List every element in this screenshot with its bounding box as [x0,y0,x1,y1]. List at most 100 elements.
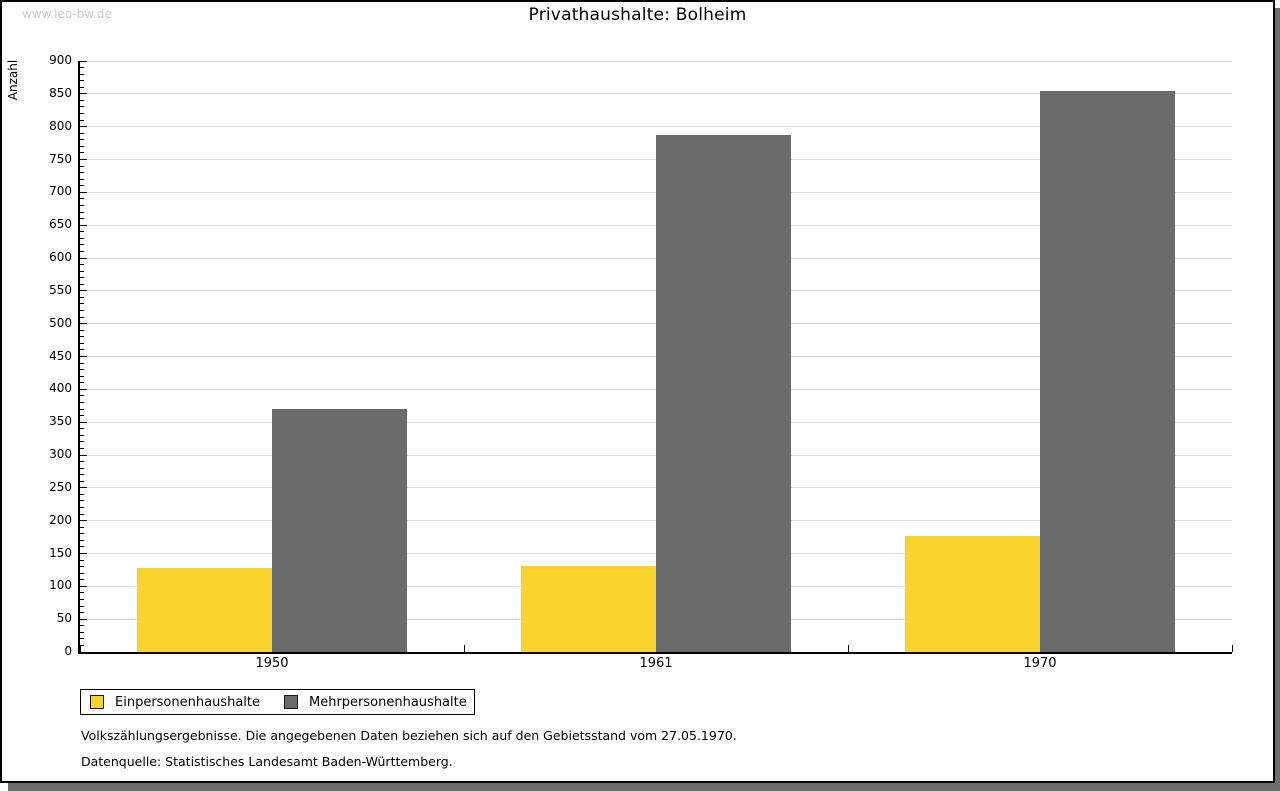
y-axis-minor-tick [80,231,84,233]
chart-title: Privathaushalte: Bolheim [528,5,747,25]
y-axis-minor-tick [80,526,84,528]
y-tick-label: 350 [49,414,72,429]
y-axis-minor-tick [80,86,84,88]
y-axis-minor-tick [80,277,84,279]
y-axis-minor-tick [80,493,84,495]
y-axis-minor-tick [80,638,84,640]
y-axis-major-tick [80,356,87,357]
plot-area: 0 50 100 150 200 250 300 350 400 450 500 550 600 650 7… [49,53,1233,671]
bar-einpersonenhaushalte [905,536,1040,652]
y-axis-major-tick [80,159,87,160]
x-tick-label: 1961 [639,656,673,671]
x-axis-tick [79,645,81,652]
y-axis-minor-tick [80,67,84,69]
y-axis-minor-tick [80,303,84,305]
y-axis-minor-tick [80,329,84,331]
y-axis-minor-tick [80,546,84,548]
legend: Einpersonenhaushalte Mehrpersonenhaushalt… [80,689,475,715]
y-axis-major-tick [80,651,87,653]
y-axis-minor-tick [80,106,84,108]
y-axis-minor-tick [80,119,84,121]
y-axis-line [78,61,80,654]
y-axis-minor-tick [80,362,84,364]
x-tick-label: 1970 [1023,656,1057,671]
y-axis-major-tick [80,323,87,325]
y-axis-minor-tick [80,132,84,134]
y-axis-minor-tick [80,474,84,476]
y-tick-label: 200 [49,512,72,527]
y-tick-label: 650 [49,217,72,232]
legend-swatch [90,695,104,709]
y-axis-major-tick [80,388,87,390]
y-tick-label: 850 [49,85,72,100]
y-axis-minor-tick [80,612,84,614]
y-axis-minor-tick [80,244,84,246]
y-axis-major-tick [80,454,87,456]
y-axis-minor-tick [80,395,84,397]
y-tick-label: 250 [49,479,72,494]
y-tick-label: 400 [49,381,72,396]
y-axis-minor-tick [80,507,84,509]
x-axis-line [78,652,1232,654]
y-axis-minor-tick [80,145,84,147]
y-axis-minor-tick [80,533,84,535]
legend-item: Einpersonenhaushalte [90,695,260,710]
y-axis-major-tick [80,290,87,292]
y-axis-minor-tick [80,211,84,213]
y-axis-minor-tick [80,80,84,82]
y-tick-label: 900 [49,53,72,67]
y-axis-major-tick [80,553,87,554]
y-axis-minor-tick [80,401,84,403]
y-axis-minor-tick [80,99,84,101]
legend-label: Einpersonenhaushalte [115,694,260,710]
y-axis-minor-tick [80,631,84,633]
y-axis-minor-tick [80,139,84,141]
y-axis-major-tick [80,93,87,95]
y-axis-minor-tick [80,428,84,430]
x-axis-tick [1231,645,1233,652]
legend-swatch [284,695,298,709]
gridline [81,60,1232,62]
y-tick-label: 550 [49,282,72,297]
x-tick-label: 1950 [255,656,289,671]
y-tick-label: 100 [49,578,72,593]
y-axis-minor-tick [80,566,84,568]
y-axis-minor-tick [80,579,84,581]
y-axis-major-tick [80,585,87,587]
y-axis-minor-tick [80,237,84,239]
y-tick-label: 500 [49,315,72,330]
y-axis-minor-tick [80,172,84,174]
y-axis-minor-tick [80,375,84,377]
frame-shadow-right [1275,8,1280,783]
y-axis-minor-tick [80,467,84,469]
y-axis-minor-tick [80,592,84,594]
y-axis-minor-tick [80,250,84,252]
y-axis-major-tick [80,126,87,128]
bar-mehrpersonenhaushalte [272,409,407,652]
y-axis-minor-tick [80,480,84,482]
y-axis-minor-tick [80,513,84,515]
y-axis-minor-tick [80,152,84,154]
footer-source: Datenquelle: Statistisches Landesamt Bad… [81,754,453,769]
y-tick-label: 600 [49,250,72,264]
y-axis-minor-tick [80,283,84,285]
y-axis-minor-tick [80,415,84,417]
gridline [81,93,1232,95]
watermark: www.leo-bw.de [22,7,112,21]
y-axis-minor-tick [80,198,84,200]
y-axis-minor-tick [80,336,84,338]
y-axis-major-tick [80,224,87,226]
y-axis-minor-tick [80,113,84,115]
bar-mehrpersonenhaushalte [656,135,791,652]
y-axis-minor-tick [80,270,84,272]
y-axis-minor-tick [80,434,84,436]
y-axis-major-tick [80,60,87,62]
y-axis-minor-tick [80,218,84,220]
y-axis-minor-tick [80,296,84,298]
y-tick-label: 300 [49,447,72,461]
y-axis-minor-tick [80,264,84,266]
x-axis-tick [463,645,465,652]
bar-mehrpersonenhaushalte [1040,90,1175,652]
y-tick-label: 0 [64,644,72,658]
y-tick-label: 800 [49,118,72,133]
